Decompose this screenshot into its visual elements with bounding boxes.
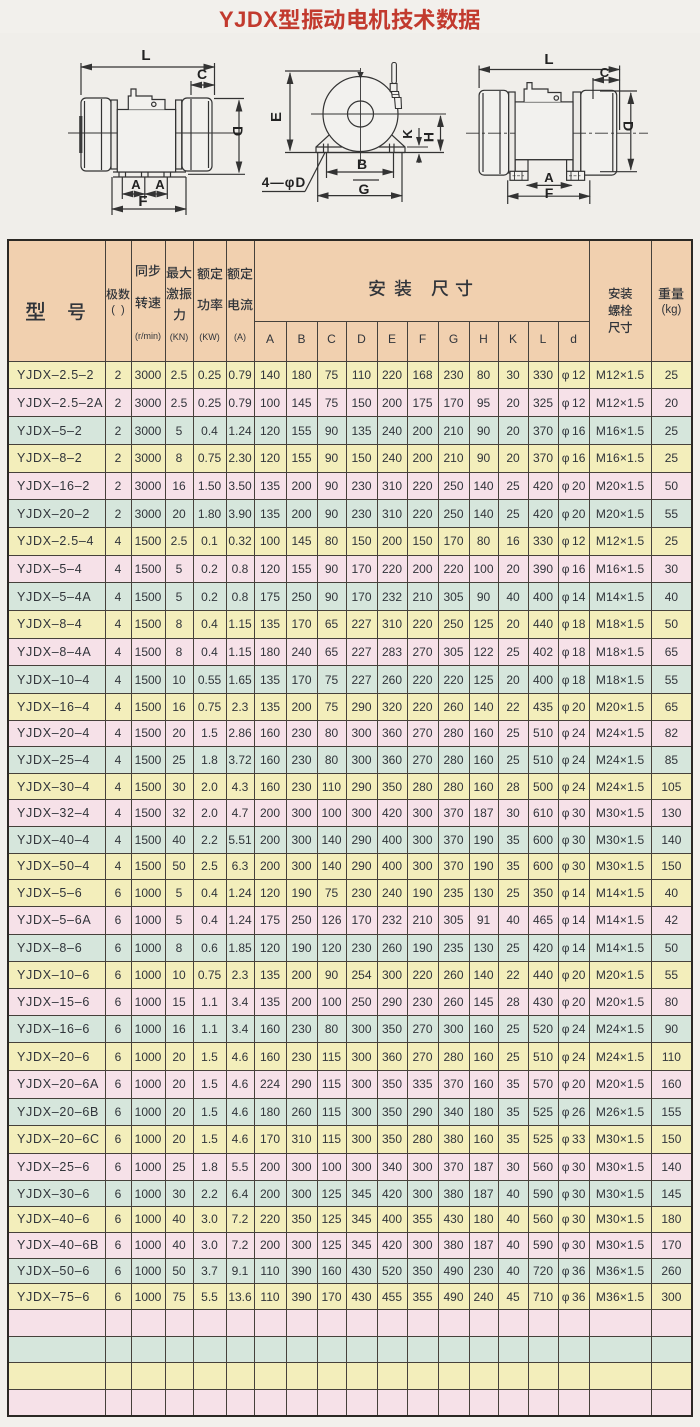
svg-text:L: L	[141, 47, 150, 64]
svg-text:D: D	[621, 121, 637, 131]
svg-text:H: H	[421, 132, 437, 142]
svg-text:L: L	[544, 51, 553, 68]
svg-text:F: F	[138, 193, 147, 210]
svg-text:G: G	[359, 181, 370, 197]
svg-text:K: K	[400, 129, 415, 139]
svg-text:C: C	[600, 65, 610, 80]
svg-text:A: A	[131, 177, 141, 192]
svg-text:F: F	[545, 185, 554, 201]
svg-text:C: C	[197, 66, 207, 82]
svg-text:E: E	[268, 112, 285, 122]
svg-text:D: D	[230, 126, 246, 136]
svg-text:B: B	[357, 156, 367, 172]
svg-text:4—φD: 4—φD	[262, 175, 306, 190]
svg-text:A: A	[544, 170, 554, 185]
svg-text:A: A	[155, 177, 165, 192]
